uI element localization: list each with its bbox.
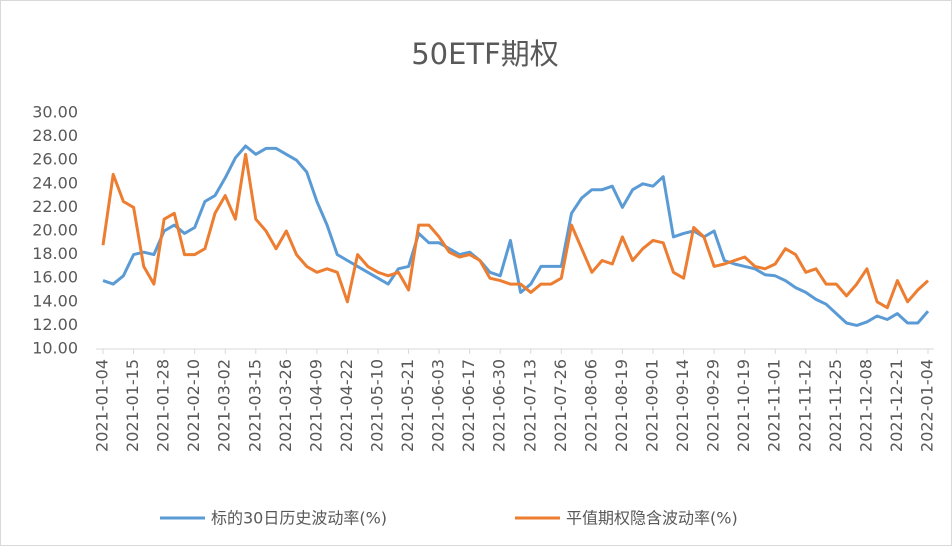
y-tick-label: 16.00 — [32, 268, 78, 287]
y-tick-label: 24.00 — [32, 173, 78, 192]
x-tick-label: 2021-04-09 — [306, 359, 325, 452]
x-tick-label: 2021-11-01 — [765, 359, 784, 452]
y-tick-label: 26.00 — [32, 150, 78, 169]
series-line — [101, 152, 930, 310]
y-tick-label: 18.00 — [32, 244, 78, 263]
y-tick-label: 14.00 — [32, 291, 78, 310]
chart-title: 50ETF期权 — [411, 37, 559, 71]
x-tick-label: 2021-01-28 — [154, 359, 173, 452]
x-tick-label: 2021-11-25 — [826, 359, 845, 452]
x-tick-label: 2021-06-17 — [459, 359, 478, 452]
x-tick-label: 2021-07-13 — [520, 359, 539, 452]
x-tick-label: 2021-03-02 — [215, 359, 234, 452]
y-tick-label: 28.00 — [32, 126, 78, 145]
x-tick-label: 2021-01-04 — [93, 359, 112, 452]
y-tick-label: 20.00 — [32, 221, 78, 240]
y-tick-label: 10.00 — [32, 339, 78, 358]
x-tick-label: 2021-05-10 — [368, 359, 387, 452]
x-tick-label: 2021-07-26 — [551, 359, 570, 452]
x-tick-label: 2021-12-08 — [856, 359, 875, 452]
x-tick-label: 2021-04-22 — [337, 359, 356, 452]
x-tick-label: 2022-01-04 — [918, 359, 937, 452]
y-tick-label: 12.00 — [32, 315, 78, 334]
x-tick-label: 2021-02-10 — [184, 359, 203, 452]
legend-label: 平值期权隐含波动率(%) — [566, 509, 738, 528]
x-tick-label: 2021-10-19 — [734, 359, 753, 452]
x-tick-label: 2021-09-01 — [643, 359, 662, 452]
y-tick-label: 22.00 — [32, 197, 78, 216]
x-tick-label: 2021-11-12 — [795, 359, 814, 452]
series-line — [102, 144, 930, 327]
x-tick-label: 2021-06-30 — [490, 359, 509, 452]
legend-label: 标的30日历史波动率(%) — [211, 509, 387, 528]
x-tick-label: 2021-08-19 — [612, 359, 631, 452]
x-tick-label: 2021-05-21 — [398, 359, 417, 452]
x-tick-label: 2021-01-15 — [123, 359, 142, 452]
x-tick-label: 2021-09-14 — [673, 359, 692, 452]
x-tick-label: 2021-06-03 — [429, 359, 448, 452]
y-tick-label: 30.00 — [32, 103, 78, 122]
x-tick-label: 2021-12-21 — [887, 359, 906, 452]
x-tick-label: 2021-08-06 — [581, 359, 600, 452]
x-tick-label: 2021-09-29 — [704, 359, 723, 452]
x-tick-label: 2021-03-26 — [276, 359, 295, 452]
x-tick-label: 2021-03-15 — [245, 359, 264, 452]
